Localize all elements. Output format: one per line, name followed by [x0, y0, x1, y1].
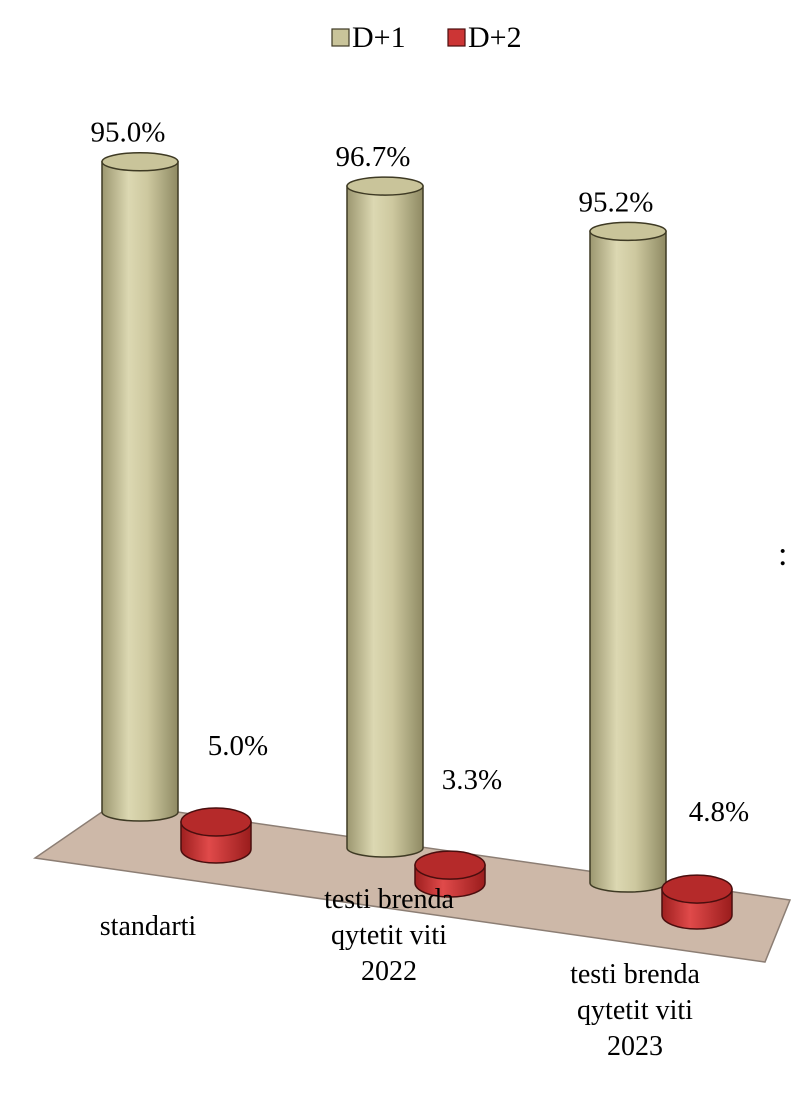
category-labels: standarti testi brenda qytetit viti 2022 tes… — [100, 884, 701, 1062]
category-label-1: testi brenda qytetit viti 2022 — [324, 884, 454, 987]
value-label-d1-0: 95.0% — [91, 117, 166, 149]
value-label-d1-2: 95.2% — [579, 186, 654, 218]
value-label-d2-0: 5.0% — [208, 730, 268, 762]
bar-d1-0-body — [101, 160, 179, 822]
bar-d1-1-body — [346, 185, 424, 858]
legend-swatch-0 — [331, 28, 350, 47]
value-label-d1-1: 96.7% — [336, 141, 411, 173]
bar-d1-2 — [589, 221, 667, 893]
value-label-d2-1: 3.3% — [442, 764, 502, 796]
bar-d2-2-top — [661, 874, 733, 904]
bar-d1-2-top — [589, 221, 667, 242]
value-labels: 95.0% 5.0% 96.7% 3.3% 95.2% 4.8% — [91, 117, 750, 828]
legend-swatch-1 — [447, 28, 466, 47]
edge-mark: : — [778, 540, 788, 573]
value-label-d2-2: 4.8% — [689, 796, 749, 828]
bar-d2-0 — [180, 807, 252, 864]
bar-d1-2-body — [589, 230, 667, 893]
bar-d2-2 — [661, 874, 733, 930]
legend: D+1 D+2 — [331, 21, 522, 54]
bar-d2-0-top — [180, 807, 252, 837]
bar-d2-1-top — [414, 850, 486, 880]
bar-d2-1 — [414, 850, 486, 898]
bar-d1-1-top — [346, 176, 424, 196]
category-label-0: standarti — [100, 911, 197, 942]
bars — [101, 151, 733, 930]
bar-d1-0-top — [101, 151, 179, 172]
legend-label-1: D+2 — [468, 21, 522, 54]
bar-d1-1 — [346, 176, 424, 858]
bar-d1-0 — [101, 151, 179, 822]
legend-label-0: D+1 — [352, 21, 406, 54]
category-label-2: testi brenda qytetit viti 2023 — [570, 959, 700, 1062]
